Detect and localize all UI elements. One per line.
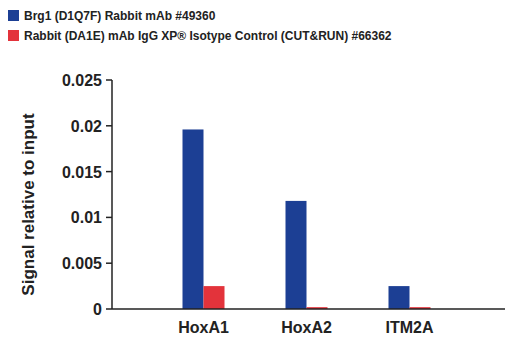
y-tick-label: 0.01 <box>71 209 102 226</box>
x-tick-label: HoxA2 <box>281 319 332 336</box>
y-tick-label: 0.005 <box>62 255 102 272</box>
y-tick <box>106 125 112 127</box>
bar <box>204 286 225 309</box>
y-tick-label: 0.02 <box>71 118 102 135</box>
bar <box>389 286 410 309</box>
y-tick-label: 0.015 <box>62 164 102 181</box>
legend-swatch <box>8 30 19 41</box>
y-tick <box>106 262 112 264</box>
legend-label: Rabbit (DA1E) mAb IgG XP® Isotype Contro… <box>24 29 392 43</box>
y-tick <box>106 79 112 81</box>
x-tick-label: ITM2A <box>386 319 434 336</box>
legend-label: Brg1 (D1Q7F) Rabbit mAb #49360 <box>24 9 216 23</box>
bar <box>183 129 204 309</box>
bar <box>286 201 307 309</box>
y-tick <box>106 308 112 310</box>
y-tick-label: 0.025 <box>62 72 102 89</box>
y-axis <box>111 80 113 309</box>
x-axis <box>112 308 505 310</box>
y-axis-label: Signal relative to input <box>19 113 38 296</box>
y-tick <box>106 217 112 219</box>
y-tick-label: 0 <box>93 301 102 318</box>
y-tick <box>106 171 112 173</box>
legend-swatch <box>8 10 19 21</box>
x-tick-label: HoxA1 <box>178 319 229 336</box>
bars <box>183 129 431 309</box>
chart: Brg1 (D1Q7F) Rabbit mAb #49360 Rabbit (DA… <box>0 0 520 350</box>
